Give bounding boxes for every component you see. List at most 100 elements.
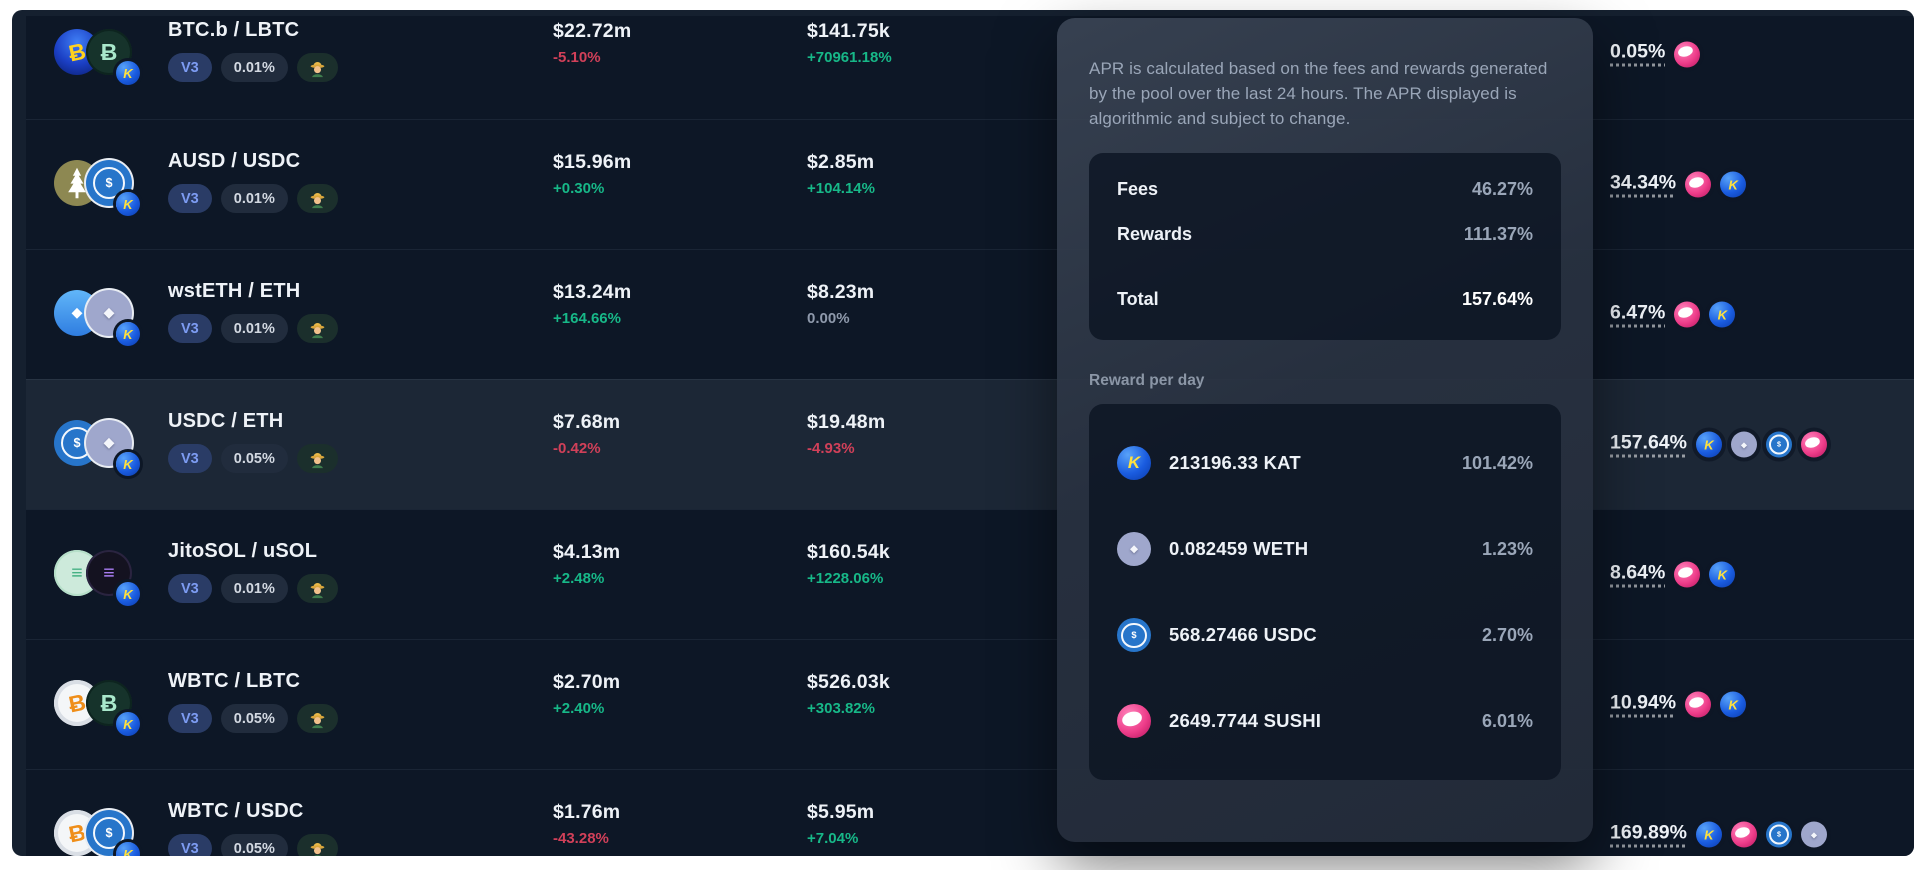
pool-row[interactable]: JitoSOL / uSOL V3 0.01% $4.13m +2.48% $160.54… xyxy=(26,509,1914,639)
tvl-value: $7.68m xyxy=(553,411,621,433)
pools-table-body: BTC.b / LBTC V3 0.01% $22.72m -5.10% $141.75k… xyxy=(26,16,1914,856)
tvl-value: $4.13m xyxy=(553,541,621,563)
tvl-change: -5.10% xyxy=(553,49,601,66)
pool-badges: V3 0.05% xyxy=(168,834,338,856)
apr-reward-sushi-token-icon xyxy=(1674,41,1701,67)
pool-badges: V3 0.01% xyxy=(168,53,338,82)
apr-value[interactable]: 169.89% xyxy=(1610,821,1687,843)
reward-per-day-row: 2649.7744 SUSHI 6.01% xyxy=(1117,678,1533,764)
fee-tier-badge: 0.01% xyxy=(220,53,288,82)
pool-pair-name: BTC.b / LBTC xyxy=(168,19,300,41)
pool-row[interactable]: wstETH / ETH V3 0.01% $13.24m +164.66% $8.23m… xyxy=(26,249,1914,379)
pool-pair-name: USDC / ETH xyxy=(168,410,284,432)
katana-badge-token-icon xyxy=(116,322,140,346)
pool-row[interactable]: AUSD / USDC V3 0.01% $15.96m +0.30% $2.85m +10… xyxy=(26,119,1914,249)
pool-pair-name: JitoSOL / uSOL xyxy=(168,540,318,562)
rewards-label: Rewards xyxy=(1117,224,1193,245)
pool-badges: V3 0.01% xyxy=(168,314,338,343)
apr-reward-usdc-token-icon xyxy=(1765,821,1792,848)
reward-per-day-row: 213196.33 KAT 101.42% xyxy=(1117,420,1533,506)
volume-value: $19.48m xyxy=(807,411,886,433)
tvl-change: +0.30% xyxy=(553,180,605,197)
tvl-change: +2.48% xyxy=(553,570,605,587)
apr-value[interactable]: 6.47% xyxy=(1610,301,1666,323)
apr-reward-sushi-token-icon xyxy=(1685,691,1712,718)
apr-cell: 34.34% xyxy=(1610,171,1747,198)
protocol-version-badge: V3 xyxy=(168,834,212,856)
pair-token-icons xyxy=(54,29,150,87)
fees-value: 46.27% xyxy=(1471,179,1533,200)
tvl-value: $15.96m xyxy=(553,151,632,173)
volume-change: +70961.18% xyxy=(807,49,892,66)
apr-reward-kat-token-icon xyxy=(1695,431,1722,458)
pool-row[interactable]: BTC.b / LBTC V3 0.01% $22.72m -5.10% $141.75k… xyxy=(26,16,1914,119)
apr-reward-kat-token-icon xyxy=(1720,691,1747,718)
apr-value[interactable]: 34.34% xyxy=(1610,171,1677,193)
tvl-change: +2.40% xyxy=(553,700,605,717)
pair-token-icons xyxy=(54,550,150,608)
katana-badge-token-icon xyxy=(116,582,140,606)
reward-amount: 213196.33 KAT xyxy=(1169,452,1301,474)
apr-reward-eth-token-icon xyxy=(1730,431,1757,458)
pool-badges: V3 0.01% xyxy=(168,184,338,213)
apr-tooltip-description: APR is calculated based on the fees and … xyxy=(1089,59,1548,129)
tvl-value: $2.70m xyxy=(553,671,621,693)
volume-cell: $526.03k +303.82% xyxy=(807,671,890,717)
tvl-cell: $2.70m +2.40% xyxy=(553,671,620,717)
volume-change: +104.14% xyxy=(807,180,875,197)
farm-badge xyxy=(296,444,338,473)
apr-reward-eth-token-icon xyxy=(1800,821,1827,848)
farmer-icon xyxy=(307,189,328,209)
tvl-cell: $1.76m -43.28% xyxy=(553,801,620,847)
protocol-version-badge: V3 xyxy=(168,53,212,82)
tvl-cell: $4.13m +2.48% xyxy=(553,541,620,587)
volume-cell: $19.48m -4.93% xyxy=(807,411,885,457)
volume-value: $526.03k xyxy=(807,671,890,693)
farm-badge xyxy=(296,704,338,733)
farm-badge xyxy=(296,314,338,343)
apr-value[interactable]: 10.94% xyxy=(1610,691,1677,713)
apr-cell: 8.64% xyxy=(1610,561,1736,588)
tvl-change: +164.66% xyxy=(553,310,621,327)
farmer-icon xyxy=(307,579,328,599)
reward-percentage: 101.42% xyxy=(1461,452,1533,473)
pool-row[interactable]: WBTC / USDC V3 0.05% $1.76m -43.28% $5.95m +7.… xyxy=(26,769,1914,856)
pool-badges: V3 0.05% xyxy=(168,444,338,473)
pool-pair-name: WBTC / LBTC xyxy=(168,670,301,692)
apr-reward-sushi-token-icon xyxy=(1674,561,1701,588)
pair-token-icons xyxy=(54,160,150,218)
reward-per-day-card: 213196.33 KAT 101.42% 0.082459 WETH 1.23% 56… xyxy=(1089,404,1561,781)
volume-change: +303.82% xyxy=(807,700,875,717)
tvl-change: -43.28% xyxy=(553,830,609,847)
reward-percentage: 2.70% xyxy=(1481,624,1533,645)
pool-pair-name: wstETH / ETH xyxy=(168,280,301,302)
apr-cell: 169.89% xyxy=(1610,821,1827,848)
apr-value[interactable]: 157.64% xyxy=(1610,431,1687,453)
apr-reward-sushi-token-icon xyxy=(1674,301,1701,328)
apr-cell: 10.94% xyxy=(1610,691,1747,718)
reward-percentage: 6.01% xyxy=(1481,710,1533,731)
fee-tier-badge: 0.01% xyxy=(220,574,288,603)
farmer-icon xyxy=(307,709,328,729)
reward-per-day-row: 0.082459 WETH 1.23% xyxy=(1117,506,1533,592)
fee-tier-badge: 0.05% xyxy=(220,834,288,856)
fees-row: Fees 46.27% xyxy=(1117,179,1533,200)
apr-reward-kat-token-icon xyxy=(1695,821,1722,848)
pair-token-icons xyxy=(54,290,150,348)
tvl-cell: $13.24m +164.66% xyxy=(553,281,631,327)
apr-cell: 6.47% xyxy=(1610,301,1736,328)
protocol-version-badge: V3 xyxy=(168,184,212,213)
fee-tier-badge: 0.05% xyxy=(220,704,288,733)
apr-value[interactable]: 8.64% xyxy=(1610,561,1666,583)
pool-row[interactable]: WBTC / LBTC V3 0.05% $2.70m +2.40% $526.03k +3… xyxy=(26,639,1914,769)
pool-badges: V3 0.05% xyxy=(168,704,338,733)
pool-badges: V3 0.01% xyxy=(168,574,338,603)
reward-amount: 0.082459 WETH xyxy=(1169,538,1309,560)
apr-value[interactable]: 0.05% xyxy=(1610,40,1666,63)
pair-token-icons xyxy=(54,420,150,478)
fee-tier-badge: 0.01% xyxy=(220,314,288,343)
volume-value: $160.54k xyxy=(807,541,890,563)
tvl-cell: $7.68m -0.42% xyxy=(553,411,620,457)
reward-amount: 568.27466 USDC xyxy=(1169,624,1317,646)
pool-row[interactable]: USDC / ETH V3 0.05% $7.68m -0.42% $19.48m -4.9… xyxy=(26,379,1914,509)
